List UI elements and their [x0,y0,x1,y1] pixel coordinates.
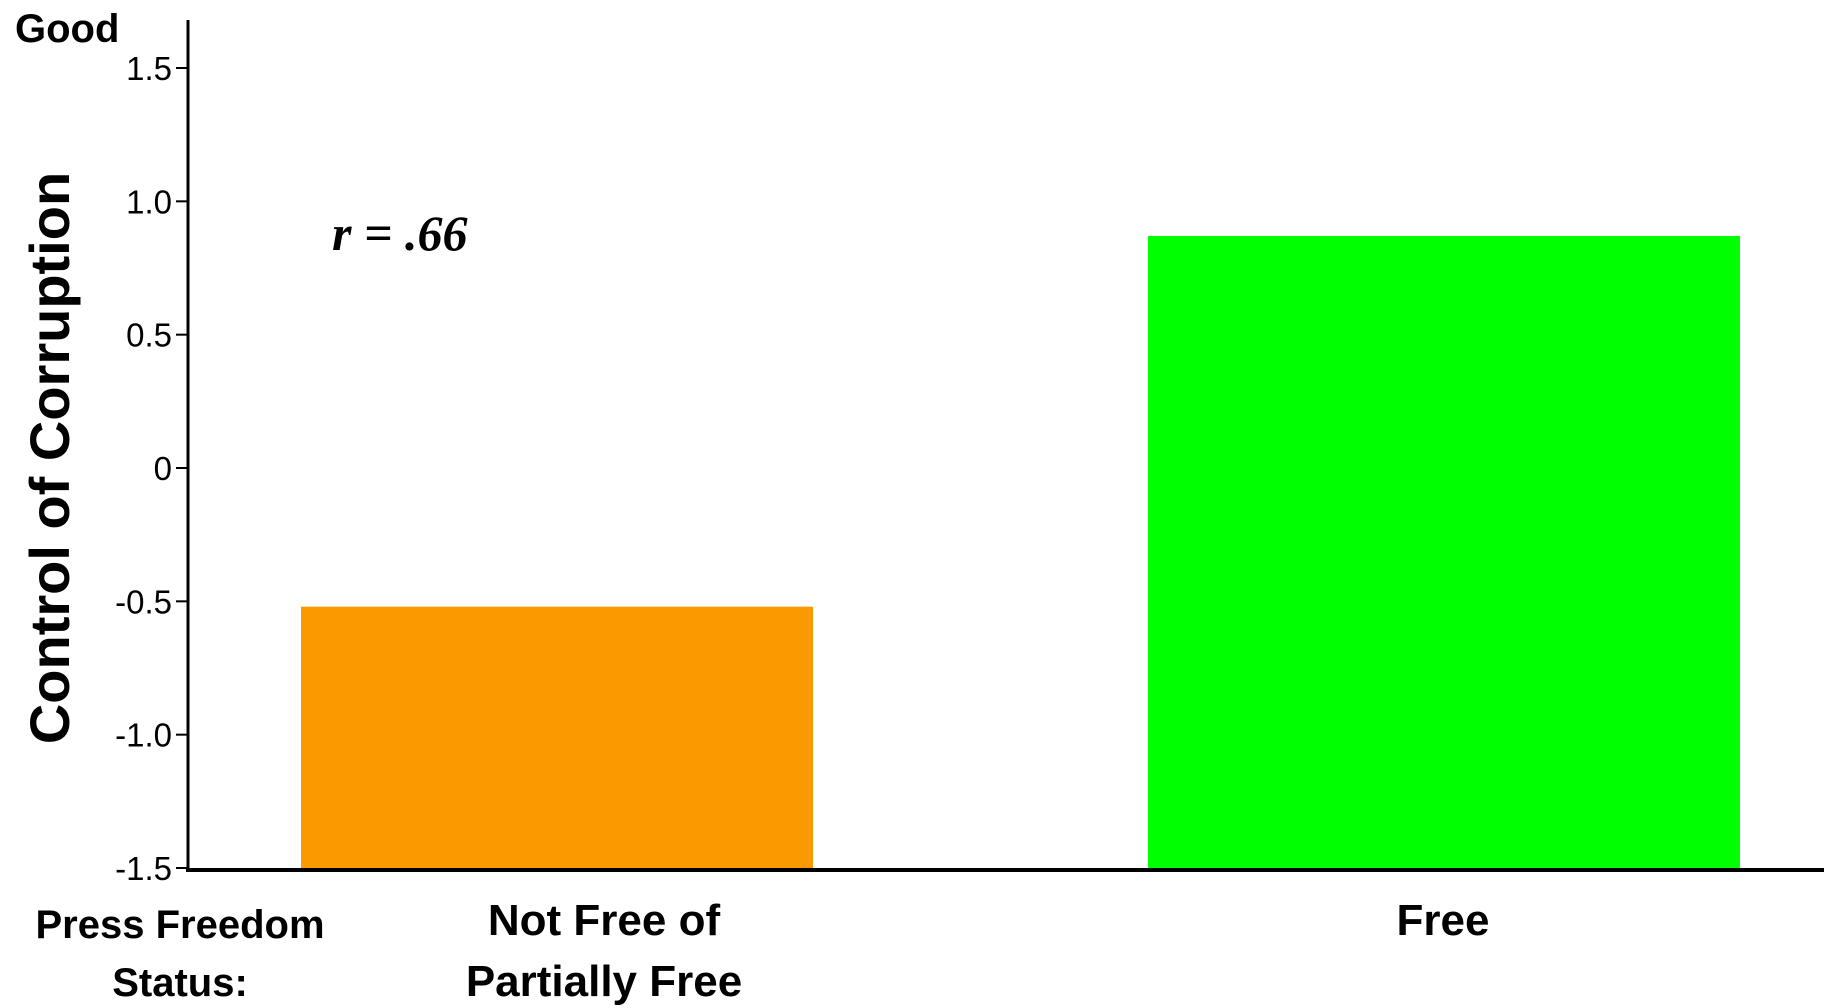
bars-group [301,236,1740,868]
y-tick-label: 1.5 [126,50,172,87]
bar-1 [1148,236,1740,868]
x-axis-title-line-2: Status: [112,961,248,1005]
axes-group [186,20,1824,872]
category-labels-group: Not Free of Partially Free Free [466,896,1490,1006]
y-axis-top-label: Good [15,7,119,51]
x-axis-title-line-1: Press Freedom [35,903,324,947]
annotation-r-value: r = .66 [332,205,467,261]
y-tick-label: -1.0 [115,717,172,754]
bar-0 [301,606,813,868]
y-axis-title: Control of Corruption [18,172,81,744]
category-label: Partially Free [466,957,742,1006]
y-tick-label: 1.0 [126,183,172,220]
y-ticks-group: -1.5 -1.0 -0.5 0 0.5 1.0 1.5 [115,50,188,887]
y-tick-label: -0.5 [115,583,172,620]
category-label: Not Free of [488,896,721,945]
y-tick-label: 0 [154,450,172,487]
y-tick-label: -1.5 [115,850,172,887]
y-tick-label: 0.5 [126,317,172,354]
category-label: Free [1397,896,1490,945]
